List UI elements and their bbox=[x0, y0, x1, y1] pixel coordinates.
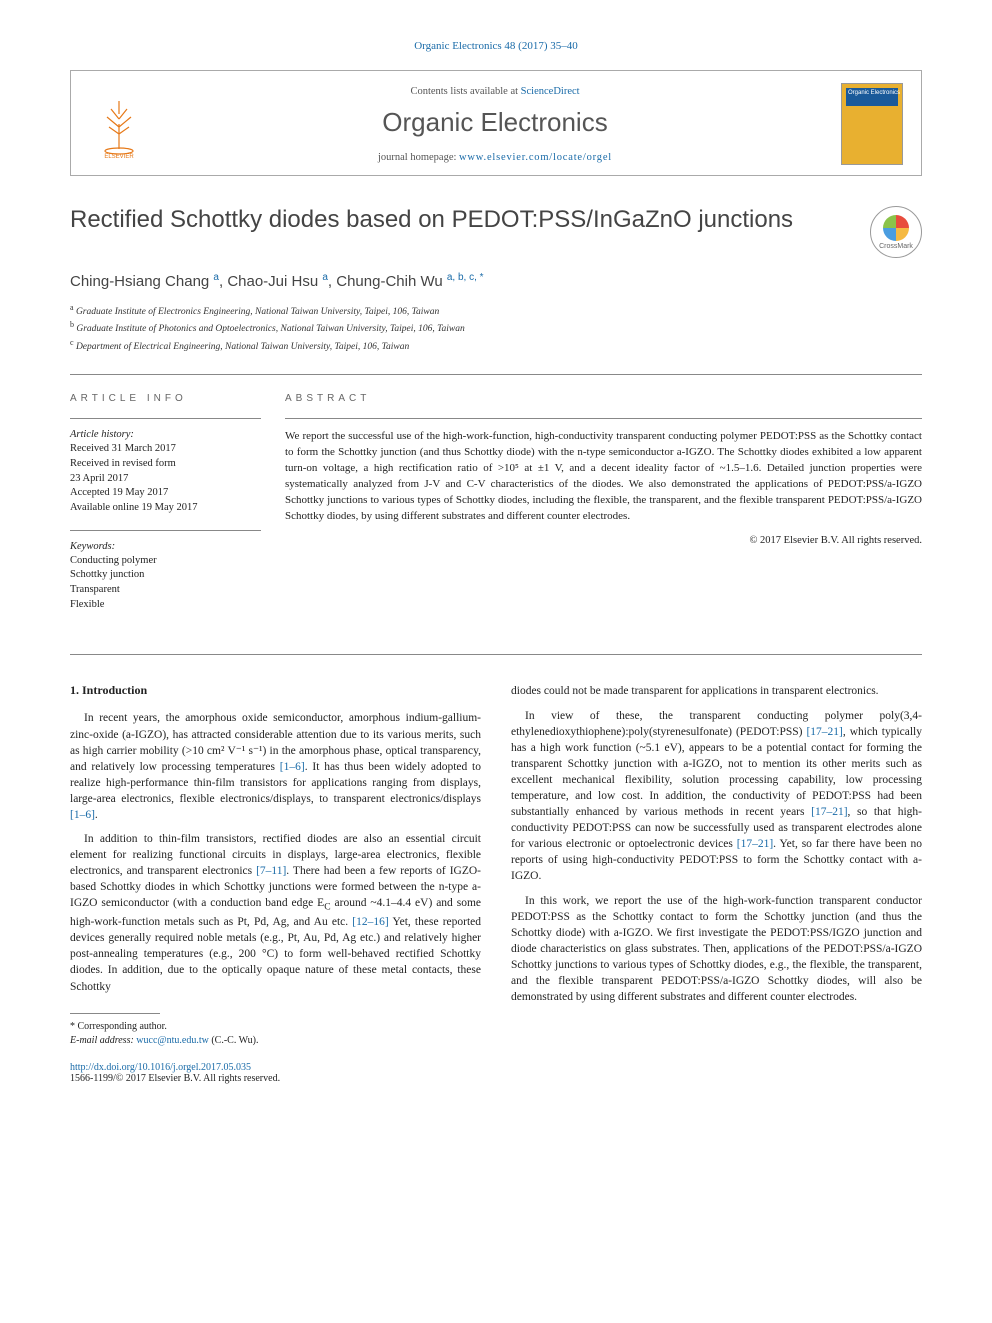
email-footnote: E-mail address: wucc@ntu.edu.tw (C.-C. W… bbox=[70, 1034, 481, 1048]
authors-line: Ching-Hsiang Chang a, Chao-Jui Hsu a, Ch… bbox=[70, 272, 922, 290]
elsevier-logo: ELSEVIER bbox=[89, 89, 149, 159]
doi-block: http://dx.doi.org/10.1016/j.orgel.2017.0… bbox=[70, 1062, 481, 1084]
keywords-text: Conducting polymer Schottky junction Tra… bbox=[70, 554, 261, 613]
body-paragraph: In view of these, the transparent conduc… bbox=[511, 708, 922, 885]
left-column: 1. Introduction In recent years, the amo… bbox=[70, 683, 481, 1083]
crossmark-badge[interactable]: CrossMark bbox=[870, 206, 922, 258]
corresponding-author-note: * Corresponding author. bbox=[70, 1020, 481, 1034]
body-paragraph: In this work, we report the use of the h… bbox=[511, 893, 922, 1006]
right-column: diodes could not be made transparent for… bbox=[511, 683, 922, 1083]
email-label: E-mail address: bbox=[70, 1035, 136, 1046]
crossmark-label: CrossMark bbox=[879, 243, 913, 250]
abstract-divider bbox=[285, 418, 922, 419]
info-divider-1 bbox=[70, 418, 261, 419]
journal-cover-thumbnail: Organic Electronics bbox=[841, 83, 903, 165]
body-paragraph: diodes could not be made transparent for… bbox=[511, 683, 922, 699]
body-paragraph: In addition to thin-film transistors, re… bbox=[70, 831, 481, 995]
info-divider-2 bbox=[70, 530, 261, 531]
email-link[interactable]: wucc@ntu.edu.tw bbox=[136, 1035, 209, 1046]
affiliation-line: c Department of Electrical Engineering, … bbox=[70, 337, 922, 354]
history-text: Received 31 March 2017 Received in revis… bbox=[70, 442, 261, 515]
article-info-heading: ARTICLE INFO bbox=[70, 393, 261, 404]
affiliations-block: a Graduate Institute of Electronics Engi… bbox=[70, 302, 922, 354]
divider-top bbox=[70, 374, 922, 375]
journal-name: Organic Electronics bbox=[167, 107, 823, 138]
issn-copyright: 1566-1199/© 2017 Elsevier B.V. All right… bbox=[70, 1073, 280, 1084]
abstract-heading: ABSTRACT bbox=[285, 393, 922, 404]
homepage-link[interactable]: www.elsevier.com/locate/orgel bbox=[459, 152, 612, 163]
doi-link[interactable]: http://dx.doi.org/10.1016/j.orgel.2017.0… bbox=[70, 1062, 251, 1073]
abstract-text: We report the successful use of the high… bbox=[285, 429, 922, 525]
cover-title-text: Organic Electronics bbox=[848, 90, 900, 96]
citation-line: Organic Electronics 48 (2017) 35–40 bbox=[70, 40, 922, 52]
article-info-column: ARTICLE INFO Article history: Received 3… bbox=[70, 393, 285, 626]
affiliation-line: a Graduate Institute of Electronics Engi… bbox=[70, 302, 922, 319]
email-suffix: (C.-C. Wu). bbox=[209, 1035, 259, 1046]
svg-text:ELSEVIER: ELSEVIER bbox=[104, 154, 134, 159]
homepage-line: journal homepage: www.elsevier.com/locat… bbox=[167, 152, 823, 163]
divider-bottom bbox=[70, 654, 922, 655]
homepage-prefix: journal homepage: bbox=[378, 152, 459, 163]
abstract-copyright: © 2017 Elsevier B.V. All rights reserved… bbox=[285, 535, 922, 546]
keywords-heading: Keywords: bbox=[70, 541, 261, 552]
crossmark-icon bbox=[883, 215, 909, 241]
abstract-column: ABSTRACT We report the successful use of… bbox=[285, 393, 922, 626]
body-paragraph: In recent years, the amorphous oxide sem… bbox=[70, 710, 481, 823]
section-1-heading: 1. Introduction bbox=[70, 683, 481, 698]
contents-prefix: Contents lists available at bbox=[410, 86, 520, 97]
article-title: Rectified Schottky diodes based on PEDOT… bbox=[70, 206, 850, 234]
history-heading: Article history: bbox=[70, 429, 261, 440]
sciencedirect-link[interactable]: ScienceDirect bbox=[521, 86, 580, 97]
journal-header-box: ELSEVIER Contents lists available at Sci… bbox=[70, 70, 922, 176]
contents-available-line: Contents lists available at ScienceDirec… bbox=[167, 86, 823, 97]
affiliation-line: b Graduate Institute of Photonics and Op… bbox=[70, 319, 922, 336]
footnote-separator bbox=[70, 1013, 160, 1014]
